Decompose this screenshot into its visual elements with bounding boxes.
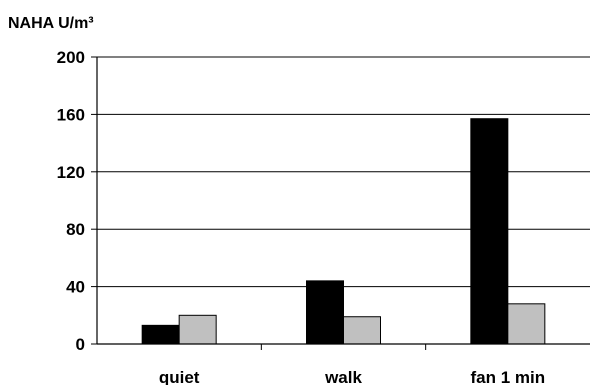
bar (470, 118, 509, 345)
bars (141, 118, 546, 345)
bar (178, 314, 217, 345)
y-tick-label: 120 (57, 163, 85, 182)
y-tick-labels: 0 40 80 120 160 200 (57, 48, 85, 354)
gridlines (97, 56, 590, 288)
bar (507, 303, 546, 345)
category-label: walk (324, 368, 362, 385)
category-label: quiet (159, 368, 200, 385)
category-label: fan 1 min (471, 368, 546, 385)
category-labels: quiet walk fan 1 min (159, 368, 545, 385)
bar (343, 316, 381, 345)
y-tick-label: 160 (57, 105, 85, 124)
y-axis-label: NAHA U/m³ (8, 15, 94, 32)
y-tick-label: 200 (57, 48, 85, 67)
bar (141, 324, 180, 345)
axes (91, 56, 590, 350)
y-tick-label: 80 (66, 220, 85, 239)
y-tick-label: 40 (66, 278, 85, 297)
y-tick-label: 0 (76, 335, 85, 354)
bar (306, 280, 344, 345)
